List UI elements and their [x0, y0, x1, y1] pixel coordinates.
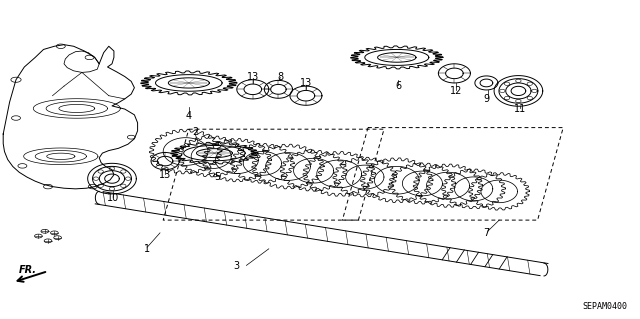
Text: 13: 13	[246, 71, 259, 82]
Text: 8: 8	[277, 71, 284, 82]
Text: 13: 13	[159, 170, 172, 181]
Text: 12: 12	[449, 86, 462, 96]
Text: 5: 5	[214, 172, 221, 182]
Text: 4: 4	[186, 111, 192, 122]
Text: SEPAM0400: SEPAM0400	[582, 302, 627, 311]
Text: 13: 13	[300, 78, 312, 88]
Text: 9: 9	[483, 94, 490, 104]
Text: 2: 2	[192, 127, 198, 137]
Text: FR.: FR.	[19, 265, 37, 275]
Text: 7: 7	[483, 228, 490, 238]
Text: 10: 10	[107, 193, 120, 203]
Text: 6: 6	[395, 81, 401, 91]
Text: 3: 3	[234, 261, 240, 271]
Text: 11: 11	[513, 104, 526, 114]
Text: 1: 1	[144, 244, 150, 254]
